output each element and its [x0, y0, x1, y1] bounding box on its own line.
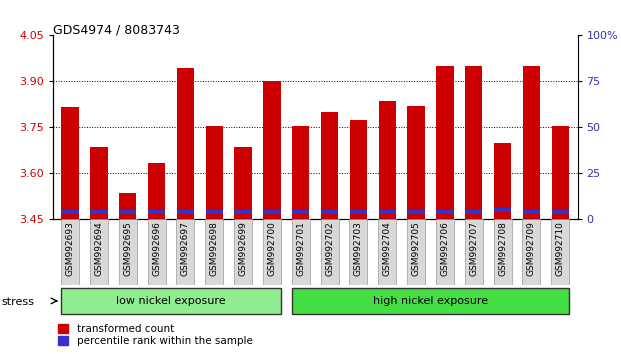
FancyBboxPatch shape	[292, 219, 310, 285]
FancyBboxPatch shape	[61, 287, 281, 314]
Text: stress: stress	[1, 297, 34, 307]
Bar	[465, 210, 483, 214]
Bar	[523, 66, 540, 219]
FancyBboxPatch shape	[90, 219, 108, 285]
Text: GSM992710: GSM992710	[556, 222, 564, 276]
Bar	[119, 210, 137, 214]
FancyBboxPatch shape	[522, 219, 540, 285]
Text: GSM992698: GSM992698	[210, 222, 219, 276]
Bar	[177, 68, 194, 219]
Bar	[321, 210, 338, 214]
Bar	[206, 126, 223, 219]
FancyBboxPatch shape	[292, 287, 569, 314]
Text: GSM992695: GSM992695	[123, 222, 132, 276]
Bar	[407, 106, 425, 219]
Bar	[494, 143, 511, 219]
Text: GSM992707: GSM992707	[469, 222, 478, 276]
FancyBboxPatch shape	[436, 219, 454, 285]
Text: GSM992705: GSM992705	[412, 222, 420, 276]
FancyBboxPatch shape	[350, 219, 368, 285]
Text: GSM992701: GSM992701	[296, 222, 306, 276]
Bar	[206, 210, 223, 214]
FancyBboxPatch shape	[148, 219, 166, 285]
Bar	[292, 126, 309, 219]
FancyBboxPatch shape	[206, 219, 223, 285]
Text: GSM992693: GSM992693	[66, 222, 75, 276]
FancyBboxPatch shape	[407, 219, 425, 285]
Bar	[436, 210, 453, 214]
Bar	[292, 210, 309, 214]
Bar	[436, 66, 453, 219]
Bar	[90, 147, 107, 219]
Bar	[234, 210, 252, 214]
Bar	[465, 66, 483, 219]
FancyBboxPatch shape	[465, 219, 483, 285]
Bar	[379, 101, 396, 219]
Bar	[350, 210, 367, 214]
Text: GSM992696: GSM992696	[152, 222, 161, 276]
Text: GSM992700: GSM992700	[268, 222, 276, 276]
Bar	[263, 210, 281, 214]
Legend: transformed count, percentile rank within the sample: transformed count, percentile rank withi…	[58, 324, 253, 346]
FancyBboxPatch shape	[263, 219, 281, 285]
Bar	[148, 163, 165, 219]
Bar	[551, 126, 569, 219]
Text: GSM992706: GSM992706	[440, 222, 450, 276]
Bar	[119, 193, 137, 219]
Bar	[263, 81, 281, 219]
Bar	[61, 108, 79, 219]
Bar	[523, 210, 540, 214]
FancyBboxPatch shape	[61, 219, 79, 285]
Bar	[407, 210, 425, 214]
Text: GSM992709: GSM992709	[527, 222, 536, 276]
Text: GSM992704: GSM992704	[383, 222, 392, 276]
Bar	[177, 210, 194, 214]
Bar	[61, 210, 79, 214]
Bar	[321, 112, 338, 219]
Bar	[551, 210, 569, 214]
FancyBboxPatch shape	[119, 219, 137, 285]
Text: GSM992702: GSM992702	[325, 222, 334, 276]
Text: GDS4974 / 8083743: GDS4974 / 8083743	[53, 23, 179, 36]
Text: GSM992694: GSM992694	[94, 222, 104, 276]
Bar	[90, 210, 107, 214]
FancyBboxPatch shape	[176, 219, 194, 285]
Text: GSM992699: GSM992699	[238, 222, 248, 276]
Bar	[379, 210, 396, 214]
FancyBboxPatch shape	[551, 219, 569, 285]
FancyBboxPatch shape	[234, 219, 252, 285]
FancyBboxPatch shape	[494, 219, 512, 285]
Bar	[350, 120, 367, 219]
Bar	[148, 210, 165, 214]
Text: high nickel exposure: high nickel exposure	[373, 296, 488, 306]
Bar	[234, 147, 252, 219]
Text: low nickel exposure: low nickel exposure	[116, 296, 226, 306]
FancyBboxPatch shape	[378, 219, 396, 285]
FancyBboxPatch shape	[320, 219, 338, 285]
Text: GSM992708: GSM992708	[498, 222, 507, 276]
Text: GSM992697: GSM992697	[181, 222, 190, 276]
Text: GSM992703: GSM992703	[354, 222, 363, 276]
Bar	[494, 208, 511, 212]
